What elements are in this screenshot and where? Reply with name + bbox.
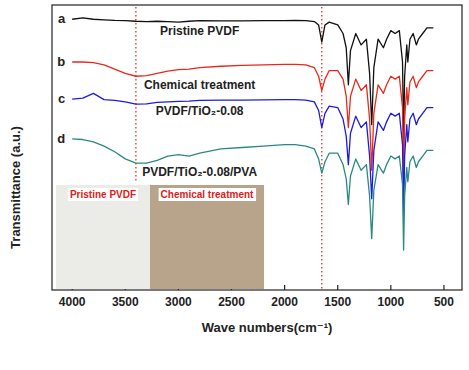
x-tick — [337, 285, 338, 290]
inset-label: Chemical treatment — [161, 189, 254, 200]
y-axis-title: Transmittance (a.u.) — [8, 126, 23, 249]
spectrum-line — [72, 139, 433, 250]
inset-photo — [56, 185, 150, 289]
x-tick — [443, 285, 444, 290]
x-tick-label: 2500 — [218, 295, 245, 309]
x-tick-label: 1000 — [377, 295, 404, 309]
x-axis-title: Wave numbers(cm⁻¹) — [202, 320, 333, 335]
plot-frame — [52, 5, 462, 290]
x-tick-label: 500 — [434, 295, 454, 309]
series-letter: c — [58, 91, 65, 106]
reference-line — [135, 7, 136, 183]
inset-label-bg — [68, 188, 138, 201]
inset: Pristine PVDF Chemical treatment — [56, 185, 264, 289]
inset-label: Pristine PVDF — [70, 189, 136, 200]
series-label: PVDF/TiO₂-0.08 — [156, 104, 244, 118]
series-letter: b — [57, 54, 65, 69]
inset-photo — [150, 185, 264, 289]
series-letter: d — [57, 131, 65, 146]
reference-line — [321, 7, 322, 290]
x-tick-label: 2000 — [271, 295, 298, 309]
spectrum-line — [72, 62, 433, 182]
lines — [72, 18, 433, 250]
x-tick — [390, 285, 391, 290]
x-tick — [284, 285, 285, 290]
spectrum-line — [72, 93, 433, 216]
series-label: Chemical treatment — [144, 78, 255, 92]
x-tick-label: 1500 — [324, 295, 351, 309]
x-tick-label: 3500 — [112, 295, 139, 309]
x-tick-label: 3000 — [165, 295, 192, 309]
spectrum-line — [72, 18, 433, 139]
series-letter: a — [58, 11, 66, 26]
inset-label-bg — [159, 188, 256, 201]
x-tick-label: 4000 — [59, 295, 86, 309]
series-label: Pristine PVDF — [160, 24, 239, 38]
chart: 4000 3500 3000 2500 2000 1500 1000 500 Wave numb… — [0, 0, 469, 370]
series-label: PVDF/TiO₂-0.08/PVA — [142, 165, 257, 179]
